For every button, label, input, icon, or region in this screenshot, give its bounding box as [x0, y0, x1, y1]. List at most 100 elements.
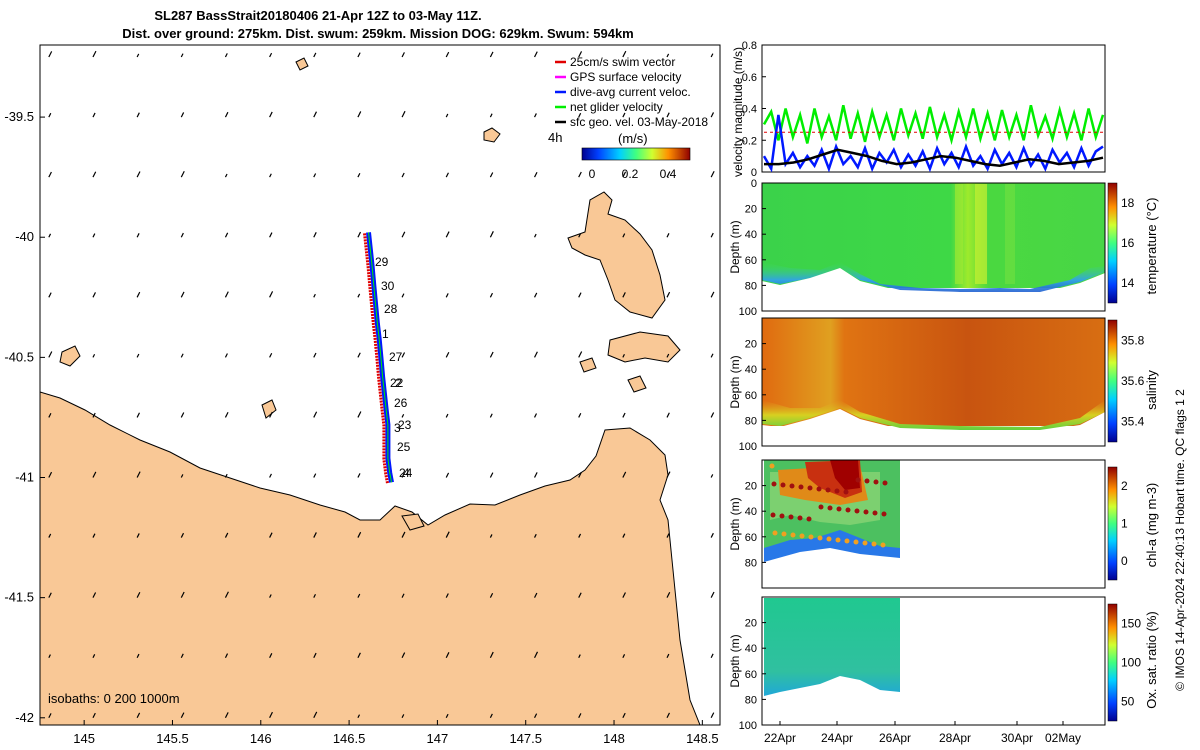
time-tick-label: 28Apr [939, 731, 971, 745]
depth-tick-label: 80 [745, 557, 757, 569]
current-arrow [445, 652, 450, 658]
map-x-tick-label: 145 [73, 731, 95, 746]
chlorophyll-sample-dot [882, 480, 888, 486]
current-arrow [578, 533, 582, 538]
day-label: 29 [375, 255, 389, 269]
colorbar-tick-label: 35.8 [1121, 333, 1145, 347]
chlorophyll-sample-dot [836, 506, 842, 512]
small-island-4 [579, 357, 597, 373]
current-arrow [92, 471, 97, 478]
map-x-tick-label: 148 [603, 731, 625, 746]
current-arrow [180, 591, 185, 598]
colorbar-tick-1: 0.2 [622, 167, 639, 181]
title-line1: SL287 BassStrait20180406 21-Apr 12Z to 0… [154, 8, 481, 23]
current-arrow [313, 52, 317, 58]
current-arrow [92, 712, 96, 719]
velocity-tick-label: 0.2 [742, 135, 757, 147]
colorbar-tick-label: 16 [1121, 236, 1135, 250]
current-arrow [269, 111, 273, 118]
current-arrow [666, 412, 670, 418]
chlorophyll-sample-dot [880, 542, 886, 548]
current-arrow [578, 233, 581, 238]
map-y-tick-label: -41 [15, 470, 34, 485]
day-label: 3 [394, 421, 401, 435]
day-label: 23 [398, 418, 412, 432]
legend-label: sfc geo. vel. 03-May-2018 [570, 115, 708, 129]
chlorophyll-sample-dot [872, 510, 878, 516]
current-arrow [666, 291, 671, 298]
current-arrow [666, 533, 670, 538]
chlorophyll-sample-dot [789, 483, 795, 489]
current-arrow [224, 53, 228, 58]
map-x-tick-label: 147 [427, 731, 449, 746]
depth-tick-label: 40 [745, 364, 757, 376]
chlorophyll-sample-dot [863, 509, 869, 515]
colorbar-tick-label: 14 [1121, 276, 1135, 290]
map-y-tick-label: -40 [15, 229, 34, 244]
current-arrow [313, 173, 317, 178]
current-arrow [622, 533, 626, 538]
chlorophyll-sample-dot [788, 514, 794, 520]
time-tick-label: 26Apr [879, 731, 911, 745]
current-arrow [489, 231, 494, 238]
current-arrow [445, 593, 449, 598]
current-arrow [622, 50, 627, 58]
current-arrow [489, 51, 494, 58]
current-arrow [622, 171, 627, 178]
current-arrow [401, 531, 406, 538]
current-arrow [622, 233, 626, 238]
current-arrow [666, 171, 671, 178]
current-arrow [136, 471, 141, 478]
depth-tick-label: 20 [745, 618, 757, 630]
current-arrow [224, 591, 229, 598]
chlorophyll-sample-dot [816, 486, 822, 492]
current-arrow [401, 472, 405, 478]
depth-tick-label: 20 [745, 204, 757, 216]
current-arrow [401, 293, 405, 298]
depth-tick-label: 60 [745, 390, 757, 402]
current-arrow [269, 352, 273, 358]
current-arrow [666, 53, 670, 58]
chlorophyll-sample-dot [779, 513, 785, 519]
colorbar-tick-label: 100 [1121, 656, 1141, 670]
depth-tick-label: 40 [745, 506, 757, 518]
current-arrow [445, 531, 450, 538]
net-velocity-trace [368, 232, 392, 483]
chlorophyll-sample-dot [825, 487, 831, 493]
chlorophyll-sample-dot [797, 515, 803, 521]
chlorophyll-sample-dot [881, 511, 887, 517]
chlorophyll-sample-dot [798, 484, 804, 490]
current-arrow [357, 172, 361, 178]
isobaths-label: isobaths: 0 200 1000m [48, 691, 180, 706]
current-arrow [92, 353, 96, 358]
current-arrow [401, 172, 405, 178]
current-arrow [136, 412, 141, 418]
flinders-island [567, 191, 666, 319]
chlorophyll-sample-dot [843, 489, 849, 495]
colorbar-tick-label: 50 [1121, 695, 1135, 709]
depth-tick-label: 100 [739, 441, 757, 453]
chlorophyll-sample-dot [827, 505, 833, 511]
chlorophyll-sample-dot [834, 488, 840, 494]
current-arrow [48, 713, 52, 719]
current-arrow [534, 292, 538, 298]
current-arrow [622, 654, 626, 658]
current-arrow [622, 712, 626, 719]
day-label: 26 [394, 396, 408, 410]
current-arrow [224, 412, 229, 418]
chlorophyll-sample-dot [769, 463, 775, 469]
current-arrow [180, 291, 185, 298]
current-arrow [666, 353, 670, 358]
current-arrow [180, 412, 185, 418]
chlorophyll-sample-dot [806, 516, 812, 522]
salinity-clabel: salinity [1144, 370, 1159, 410]
map-x-tick-label: 146.5 [333, 731, 366, 746]
current-arrow [534, 113, 537, 118]
map-x-tick-label: 146 [250, 731, 272, 746]
current-arrow [224, 353, 228, 358]
current-arrow [136, 712, 141, 719]
map-x-tick-label: 148.5 [686, 731, 719, 746]
depth-tick-label: 20 [745, 481, 757, 493]
